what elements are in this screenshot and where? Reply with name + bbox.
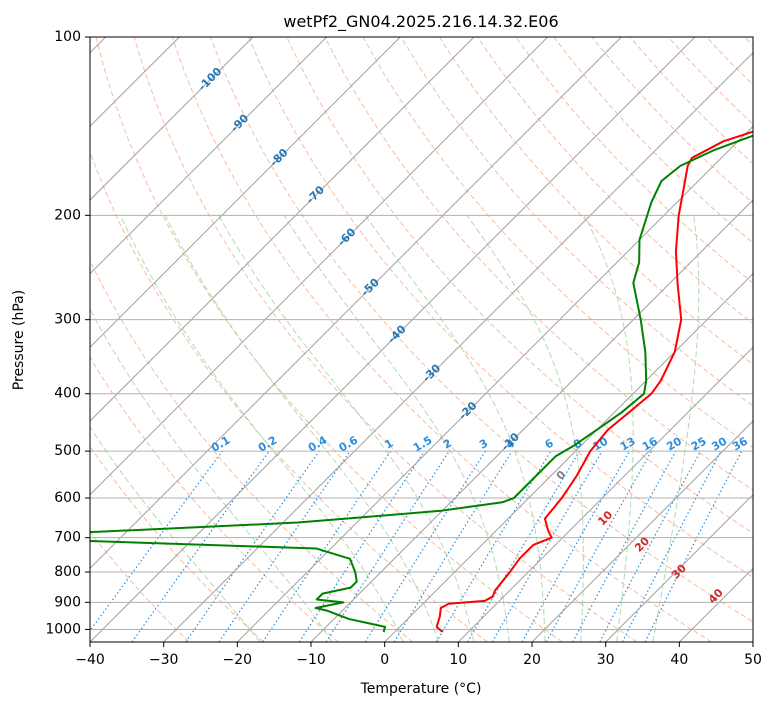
x-tick-label: 40 bbox=[670, 652, 688, 668]
dry-adiabat bbox=[172, 37, 711, 642]
dry-adiabat bbox=[134, 37, 637, 642]
y-tick-label: 600 bbox=[54, 490, 81, 506]
isotherm bbox=[458, 37, 775, 642]
y-tick-label: 100 bbox=[54, 29, 81, 45]
y-tick-label: 200 bbox=[54, 207, 81, 223]
isotherm bbox=[532, 37, 775, 642]
mixing-ratio-label: 3 bbox=[477, 437, 490, 452]
dry-adiabat bbox=[0, 37, 338, 642]
x-tick-label: 20 bbox=[523, 652, 541, 668]
dry-adiabat bbox=[58, 37, 488, 642]
dry-adiabat bbox=[668, 37, 775, 642]
y-tick-label: 1000 bbox=[45, 621, 81, 637]
moist-adiabat bbox=[0, 215, 260, 642]
dry-adiabat bbox=[592, 37, 775, 642]
dry-adiabat bbox=[554, 37, 775, 642]
isotherm bbox=[311, 37, 775, 642]
mixing-ratio-line bbox=[299, 451, 424, 642]
x-axis: −40 −30 −20 −10 0 10 20 30 40 50 bbox=[75, 642, 762, 668]
x-tick-label: −20 bbox=[223, 652, 253, 668]
mixing-ratio-line bbox=[326, 451, 449, 642]
mixing-ratio-label: 1 bbox=[382, 437, 395, 452]
dry-adiabat bbox=[0, 37, 264, 642]
y-axis-label: Pressure (hPa) bbox=[11, 290, 27, 390]
y-axis: 100 200 300 400 500 600 700 800 900 1000 bbox=[45, 29, 90, 637]
x-tick-label: 30 bbox=[597, 652, 615, 668]
dry-adiabat bbox=[363, 37, 775, 642]
moist-adiabat bbox=[219, 215, 474, 642]
mixing-ratio-line bbox=[600, 451, 701, 642]
mixing-ratio-label: 2 bbox=[441, 437, 454, 452]
dry-adiabat bbox=[516, 37, 775, 642]
dry-adiabat bbox=[478, 37, 775, 642]
isotherm bbox=[0, 37, 400, 642]
dry-adiabat bbox=[0, 37, 189, 642]
y-tick-label: 900 bbox=[54, 594, 81, 610]
y-tick-label: 300 bbox=[54, 312, 81, 328]
isotherm bbox=[16, 37, 621, 642]
moist-adiabat-label: 0 bbox=[554, 468, 569, 483]
mixing-ratio-label: 6 bbox=[543, 436, 556, 451]
x-tick-label: −30 bbox=[149, 652, 179, 668]
isotherm bbox=[0, 37, 327, 642]
dry-adiabat bbox=[707, 37, 775, 642]
mixing-ratio-line bbox=[573, 451, 676, 642]
y-tick-label: 500 bbox=[54, 443, 81, 459]
y-tick-label: 400 bbox=[54, 386, 81, 402]
isotherm bbox=[679, 37, 775, 642]
y-tick-label: 800 bbox=[54, 564, 81, 580]
isotherm bbox=[237, 37, 775, 642]
moist-adiabat-label: 10 bbox=[595, 508, 615, 528]
moist-adiabat-label: 30 bbox=[669, 561, 689, 581]
x-tick-label: 0 bbox=[380, 652, 389, 668]
dry-adiabat bbox=[745, 37, 775, 642]
x-tick-label: 10 bbox=[449, 652, 467, 668]
mixing-ratio-line bbox=[436, 451, 550, 642]
mixing-ratio-line bbox=[82, 451, 223, 642]
isotherm bbox=[753, 37, 775, 642]
x-tick-label: 50 bbox=[744, 652, 762, 668]
y-tick-label: 700 bbox=[54, 530, 81, 546]
moist-adiabat bbox=[467, 215, 583, 642]
isotherm bbox=[0, 37, 253, 642]
x-axis-label: Temperature (°C) bbox=[360, 681, 482, 697]
chart-title: wetPf2_GN04.2025.216.14.32.E06 bbox=[283, 12, 558, 32]
x-tick-label: −10 bbox=[296, 652, 326, 668]
isotherm bbox=[385, 37, 775, 642]
x-tick-label: −40 bbox=[75, 652, 105, 668]
dry-adiabat bbox=[20, 37, 413, 642]
